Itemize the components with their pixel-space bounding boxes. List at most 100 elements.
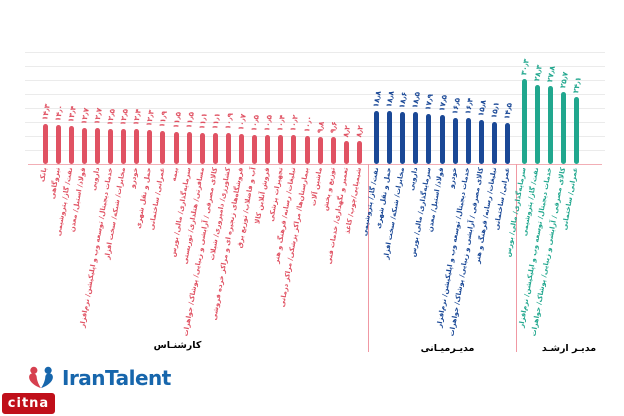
bar-value-label: ۱۳٫۴ (65, 105, 78, 124)
gridline (25, 94, 605, 95)
bar (505, 123, 511, 164)
category-label: بانک (38, 166, 49, 183)
bar (343, 141, 349, 164)
bar (42, 123, 48, 164)
bar-value-label: ۱۲٫۵ (118, 108, 131, 126)
bar-value-label: ۱۰٫۴ (275, 114, 288, 132)
bar (94, 128, 100, 164)
gridline (25, 108, 605, 109)
bar-value-label: ۱۲٫۴ (131, 108, 144, 127)
bar (108, 129, 114, 164)
bar (547, 86, 553, 164)
category-label: نیروگاهی (48, 166, 62, 200)
bar-value-label: ۹٫۶ (327, 120, 339, 135)
bar-value-label: ۱۴٫۵ (502, 102, 514, 121)
bar (304, 136, 310, 164)
group-label-senior-manager: مدیـر ارشـد (541, 343, 597, 354)
gridline (25, 136, 605, 137)
bar (55, 124, 61, 164)
bar (212, 132, 218, 164)
category-label: دارویی (88, 166, 101, 192)
bar (239, 134, 245, 164)
bar (439, 115, 445, 164)
category-label: خودرو (128, 166, 141, 189)
bar (573, 96, 579, 164)
bar-value-label: ۱۱٫۱ (209, 112, 222, 130)
irantalent-people-heart-icon (29, 366, 53, 389)
bar (356, 141, 362, 164)
bar (225, 133, 231, 164)
bar (252, 134, 258, 164)
bar-value-label: ۱۵٫۸ (475, 98, 488, 117)
bar-value-label: ۱۴٫۰ (52, 103, 65, 122)
citna-logo-text: citna (7, 396, 50, 411)
group-label-middle-manager: مدیـرمیـانی (420, 343, 475, 354)
bar (134, 129, 140, 164)
bar-value-label: ۱۱٫۵ (170, 110, 183, 129)
bar (121, 129, 127, 164)
x-axis-line (28, 164, 602, 165)
gridline (25, 52, 605, 53)
bar-value-label: ۱۱٫۹ (157, 109, 170, 128)
bar (317, 136, 323, 164)
bar-value-label: ۱۸٫۶ (397, 91, 410, 109)
bar (173, 131, 179, 164)
category-label: بیمه (169, 166, 180, 183)
category-label: دارویی (407, 166, 420, 192)
bar-value-label: ۲۴٫۱ (571, 75, 583, 94)
bar-value-label: ۱۷٫۵ (436, 94, 449, 112)
bar (413, 112, 419, 164)
irantalent-logo: IranTalent (26, 364, 171, 392)
group-label-expert: کارشنـاس (153, 340, 202, 351)
bar-value-label: ۱۰٫۰ (301, 115, 314, 133)
bar-value-label: ۱۸٫۸ (384, 90, 397, 109)
group-separator-line (515, 164, 517, 352)
bar-value-label: ۱۱٫۱ (196, 112, 209, 130)
bar-value-label: ۱۶٫۵ (449, 96, 462, 115)
bar (521, 79, 527, 164)
bar (465, 118, 471, 164)
category-label: ماشین آلات (308, 166, 324, 207)
gridline (25, 122, 605, 123)
bar-value-label: ۱۸٫۵ (410, 91, 423, 110)
bar (291, 135, 297, 164)
bar-value-label: ۱۰٫۷ (236, 113, 248, 132)
bar (160, 130, 166, 164)
irantalent-logo-text: IranTalent (62, 366, 171, 390)
bar-value-label: ۱۴٫۳ (39, 103, 52, 121)
bar (478, 119, 484, 164)
group-separator-line (367, 164, 369, 352)
citna-logo: citna (1, 392, 56, 415)
bar-value-label: ۱۶٫۴ (462, 97, 475, 116)
bar (387, 111, 393, 164)
bar-value-label: ۳۰٫۳ (518, 58, 531, 77)
bar-value-label: ۹٫۸ (314, 120, 326, 134)
gridline (25, 80, 605, 81)
bar (265, 134, 271, 164)
bar-value-label: ۱۰٫۵ (262, 113, 275, 132)
bar (374, 111, 380, 164)
bar-value-label: ۱۵٫۱ (489, 100, 501, 119)
bar-value-label: ۱۲٫۵ (105, 108, 117, 126)
gridline (25, 150, 605, 151)
bar (534, 84, 540, 164)
bar (199, 132, 205, 164)
bar (400, 111, 406, 164)
bar-value-label: ۱۰٫۵ (249, 113, 262, 132)
bar (81, 128, 87, 164)
bar (330, 137, 336, 164)
bar (147, 129, 153, 164)
bar (186, 131, 192, 164)
gridline (25, 66, 605, 67)
bar-value-label: ۱۲٫۳ (144, 108, 157, 127)
bar (491, 121, 497, 164)
bar-value-label: ۱۰٫۲ (288, 114, 301, 133)
bar-value-label: ۱۸٫۸ (371, 90, 383, 109)
bar-value-label: ۱۰٫۹ (223, 112, 235, 131)
bar (560, 92, 566, 164)
bar (452, 117, 458, 164)
bar (68, 126, 74, 164)
bar-value-label: ۱۱٫۵ (183, 110, 196, 129)
bar (426, 113, 432, 164)
